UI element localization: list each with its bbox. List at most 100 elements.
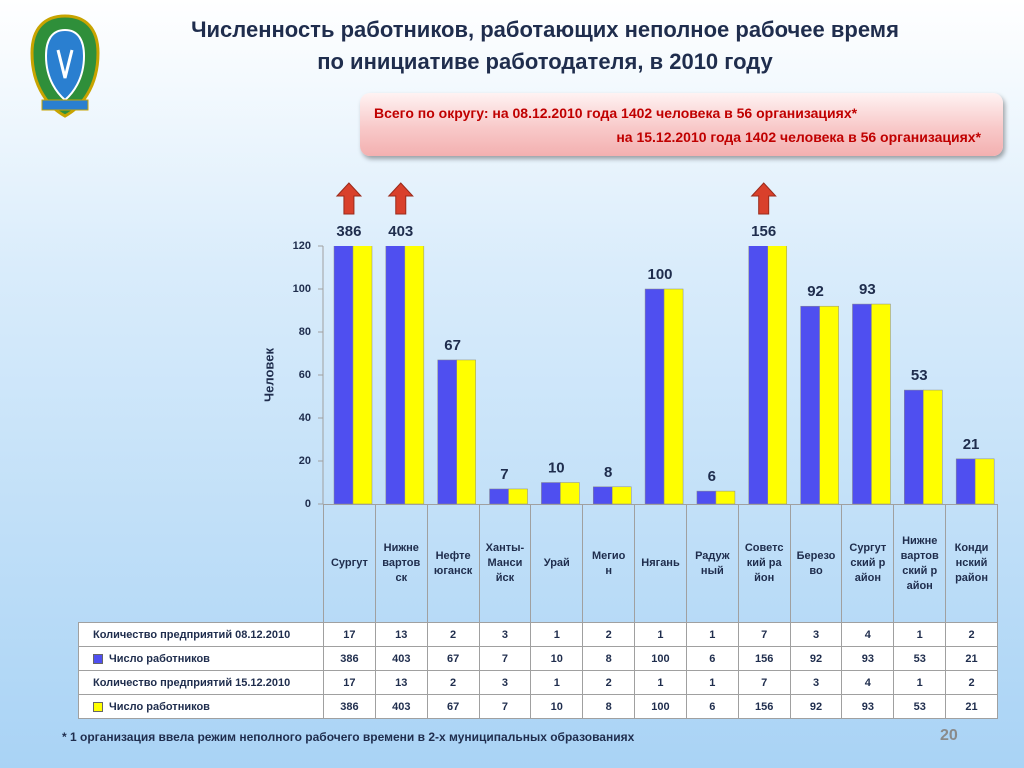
- bar: [974, 458, 995, 505]
- table-cell: 10: [530, 646, 584, 671]
- bar: [352, 246, 373, 505]
- bar: [748, 246, 769, 505]
- table-cell: 403: [374, 646, 428, 671]
- data-label: 403: [388, 223, 413, 240]
- page-number: 20: [940, 727, 958, 744]
- table-cell: 3: [789, 670, 843, 695]
- y-tick-label: 40: [299, 412, 311, 424]
- row-label: Количество предприятий 08.12.2010: [78, 622, 324, 647]
- bar: [508, 488, 528, 505]
- table-cell: 2: [426, 670, 480, 695]
- bar: [715, 490, 736, 505]
- y-tick-label: 100: [293, 283, 311, 295]
- bar: [955, 458, 976, 505]
- table-cell: 156: [737, 646, 791, 671]
- legend-swatch: [93, 701, 103, 712]
- row-label: Число работников: [78, 694, 324, 719]
- bar: [404, 246, 425, 505]
- table-cell: 4: [841, 622, 895, 647]
- table-cell: 1: [893, 670, 947, 695]
- table-cell: 53: [893, 694, 947, 719]
- data-table: Сургут Нижневартовск Нефтеюганск Ханты-Манс…: [78, 504, 998, 719]
- bar: [852, 303, 872, 505]
- category-label: Кондинский район: [945, 504, 998, 623]
- table-cell: 53: [893, 646, 947, 671]
- row-label-text: Количество предприятий 08.12.2010: [93, 628, 291, 641]
- category-label: Радужный: [685, 504, 739, 623]
- header-row: Сургут Нижневартовск Нефтеюганск Ханты-Манс…: [79, 504, 998, 623]
- bar: [644, 288, 665, 505]
- category-label: Нижневартовский район: [893, 504, 947, 623]
- table-cell: 100: [634, 694, 687, 719]
- title-line: Численность работников, работающих непол…: [191, 17, 899, 42]
- table-cell: 1: [893, 622, 947, 647]
- summary-line: на 15.12.2010 года 1402 человека в 56 ор…: [616, 129, 981, 145]
- table-cell: 1: [530, 622, 584, 647]
- y-axis-label: Человек: [261, 348, 276, 402]
- table-cell: 2: [945, 670, 998, 695]
- table-row: Число работников 386 403 67 7 10 8 100 6 156 92 93 5…: [78, 694, 998, 719]
- table-cell: 8: [582, 646, 636, 671]
- table-cell: 156: [737, 694, 791, 719]
- table-cell: 10: [530, 694, 584, 719]
- table-cell: 21: [945, 646, 998, 671]
- table-cell: 92: [789, 646, 843, 671]
- table-cell: 21: [945, 694, 998, 719]
- bar: [560, 482, 580, 505]
- title-line: по инициативе работодателя, в 2010 году: [317, 49, 773, 74]
- data-label: 10: [548, 459, 565, 476]
- category-label: Советский район: [737, 504, 791, 623]
- bar: [923, 389, 943, 505]
- table-cell: 3: [478, 622, 532, 647]
- table-cell: 67: [426, 694, 480, 719]
- data-label: 156: [751, 223, 776, 240]
- data-label: 8: [604, 464, 612, 481]
- data-label: 7: [500, 466, 508, 483]
- table-cell: 17: [323, 622, 376, 647]
- table-cell: 403: [374, 694, 428, 719]
- table-cell: 7: [478, 646, 532, 671]
- category-label: Нижневартовск: [374, 504, 428, 623]
- y-tick-label: 120: [293, 240, 311, 252]
- category-label: Сургутский район: [841, 504, 895, 623]
- table-cell: 13: [374, 670, 428, 695]
- category-label: Березово: [789, 504, 843, 623]
- bar: [819, 305, 839, 505]
- category-label: Нефтеюганск: [426, 504, 480, 623]
- category-label: Нягань: [634, 504, 687, 623]
- table-cell: 8: [582, 694, 636, 719]
- bar: [385, 246, 406, 505]
- table-cell: 100: [634, 646, 687, 671]
- table-cell: 2: [582, 670, 636, 695]
- table-cell: 3: [478, 670, 532, 695]
- bar: [871, 303, 891, 505]
- summary-box: Всего по округу: на 08.12.2010 года 1402…: [360, 93, 1003, 156]
- data-label: 53: [911, 367, 928, 384]
- table-cell: 2: [426, 622, 480, 647]
- table-cell: 2: [945, 622, 998, 647]
- row-label-text: Число работников: [109, 700, 210, 713]
- bar: [437, 359, 457, 505]
- data-label: 93: [859, 281, 876, 298]
- bars: [333, 246, 995, 505]
- bar: [489, 488, 509, 505]
- table-cell: 1: [530, 670, 584, 695]
- summary-line: Всего по округу: на 08.12.2010 года 1402…: [374, 105, 858, 121]
- table-cell: 93: [841, 694, 895, 719]
- blank-cell: [79, 505, 324, 623]
- table-cell: 6: [685, 694, 739, 719]
- exceed-arrow: [387, 182, 414, 215]
- table-cell: 1: [685, 670, 739, 695]
- table-cell: 386: [323, 694, 376, 719]
- table-cell: 3: [789, 622, 843, 647]
- row-label: Число работников: [78, 646, 324, 671]
- table-cell: 93: [841, 646, 895, 671]
- data-label: 386: [336, 223, 361, 240]
- category-label: Сургут: [323, 504, 376, 623]
- table-cell: 4: [841, 670, 895, 695]
- data-label: 92: [807, 283, 824, 300]
- category-label: Урай: [530, 504, 584, 623]
- data-label: 100: [647, 266, 672, 283]
- chart: 0 20 40 60 80 100 120 Человек 386 403 67 7 10 8 100 6 15…: [261, 182, 995, 510]
